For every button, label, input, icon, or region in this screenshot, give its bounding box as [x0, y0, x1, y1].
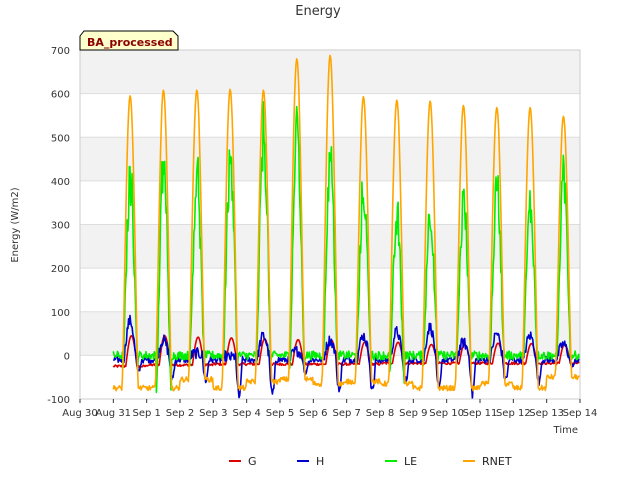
legend-label-le: LE: [404, 455, 417, 468]
y-tick-label: 400: [51, 177, 70, 188]
x-tick-label: Sep 9: [399, 408, 427, 419]
x-tick-label: Sep 2: [166, 408, 194, 419]
x-tick-label: Sep 11: [463, 408, 498, 419]
y-tick-label: 200: [51, 264, 70, 275]
legend-label-rnet: RNET: [482, 455, 512, 468]
series-lines: [112, 54, 581, 400]
series-line-rnet: [112, 54, 580, 392]
x-tick-label: Sep 12: [496, 408, 531, 419]
y-tick-label: 600: [51, 90, 70, 101]
x-tick-label: Sep 10: [429, 408, 464, 419]
y-axis-label: Energy (W/m2): [10, 187, 21, 262]
y-tick-label: 500: [51, 133, 70, 144]
x-tick-label: Sep 7: [332, 408, 360, 419]
y-tick-label: 100: [51, 308, 70, 319]
chart-title: Energy: [295, 4, 341, 19]
y-axis-ticks: -100 0 100 200 300 400 500 600 700: [47, 46, 70, 406]
badge-box: [79, 30, 179, 51]
band: [80, 311, 580, 356]
plot-frame: [79, 49, 581, 400]
x-tick-label: Sep 5: [266, 408, 294, 419]
legend-label-g: G: [248, 455, 257, 468]
badge-label: BA_processed: [87, 36, 173, 49]
legend: G H LE RNET: [229, 455, 512, 468]
x-tick-label: Sep 13: [529, 408, 564, 419]
processing-badge: BA_processed: [79, 30, 179, 51]
x-tick-label: Sep 3: [199, 408, 227, 419]
x-tick-label: Aug 31: [96, 408, 131, 419]
y-tick-label: -100: [47, 395, 70, 406]
x-tick-label: Sep 6: [299, 408, 327, 419]
y-tick-label: 0: [64, 351, 70, 362]
series-line-h: [112, 314, 581, 400]
legend-label-h: H: [316, 455, 324, 468]
y-tick-label: 700: [51, 46, 70, 57]
x-tick-label: Sep 4: [232, 408, 260, 419]
y-tick-label: 300: [51, 221, 70, 232]
x-tick-label: Sep 8: [366, 408, 394, 419]
x-tick-label: Aug 30: [62, 408, 97, 419]
band: [80, 224, 580, 269]
x-axis-label: Time: [553, 425, 578, 436]
x-tick-label: Sep 1: [132, 408, 160, 419]
x-tick-label: Sep 14: [563, 408, 598, 419]
